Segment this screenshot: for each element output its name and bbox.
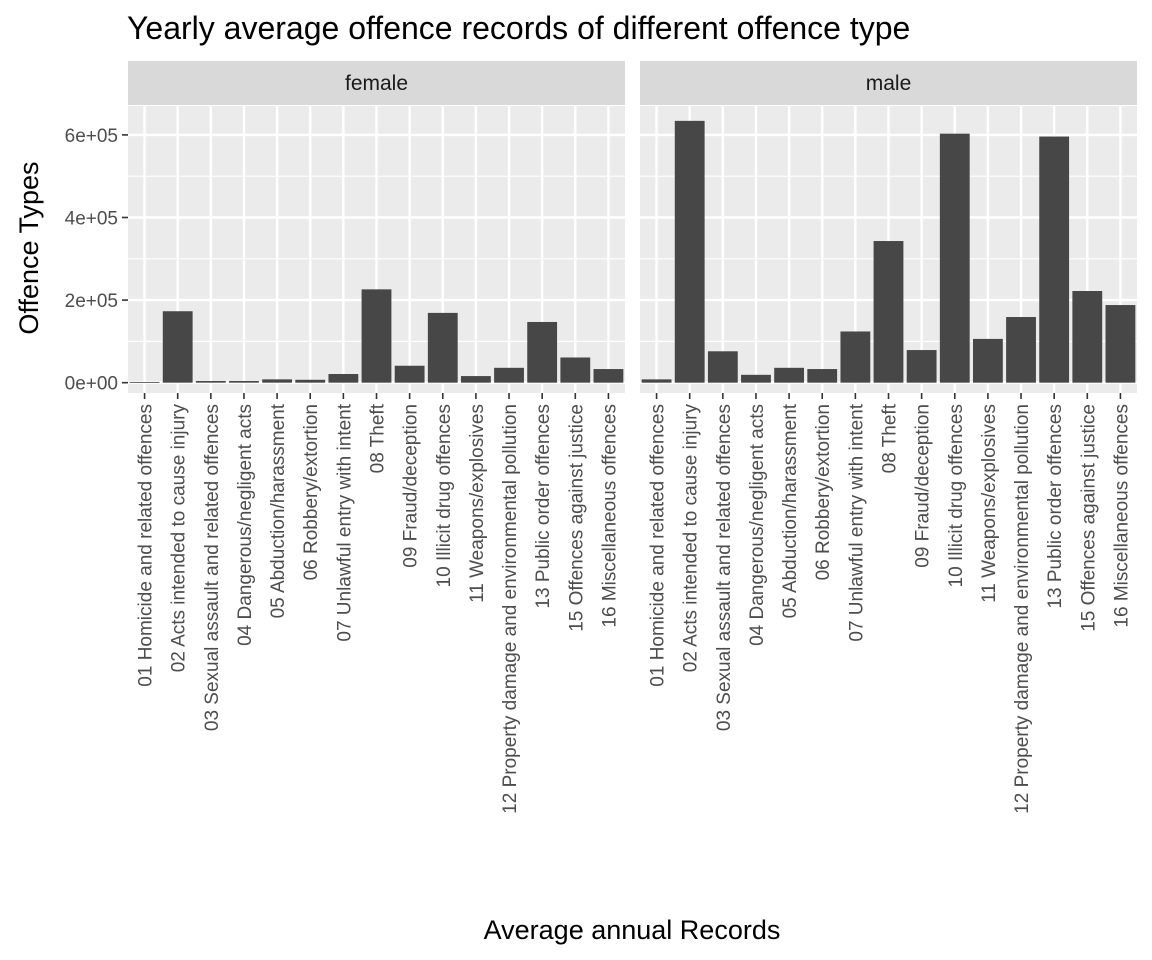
x-tick-label: 02 Acts intended to cause injury	[169, 404, 190, 673]
x-tick-label: 06 Robbery/extortion	[301, 404, 322, 580]
bar-female-5	[262, 379, 293, 383]
x-tick-label: 06 Robbery/extortion	[813, 404, 834, 580]
bar-female-13	[527, 321, 558, 383]
x-tick-label: 07 Unlawful entry with intent	[846, 403, 867, 641]
bar-male-15	[1105, 305, 1136, 383]
bar-female-6	[295, 379, 326, 383]
facet-strip	[640, 61, 1137, 105]
bar-female-2	[162, 311, 193, 383]
bar-male-12	[1006, 317, 1036, 383]
x-tick-label: 11 Weapons/explosives	[979, 404, 1000, 603]
y-tick-label: 0e+00	[65, 374, 118, 395]
bar-female-7	[328, 374, 359, 383]
bar-female-11	[460, 376, 491, 383]
x-tick-label: 13 Public order offences	[533, 404, 554, 609]
x-tick-label: 10 Illicit drug offences	[946, 404, 967, 587]
facet-panel-male: male 01 Homicide and related offences 02 A…	[640, 61, 1137, 814]
x-tick-label: 03 Sexual assault and related offences	[714, 404, 735, 731]
x-tick-label: 07 Unlawful entry with intent	[334, 403, 355, 641]
facet-panel-female: female 01 Homicide and related offences 02…	[128, 61, 625, 814]
bar-male-7	[840, 331, 871, 383]
bar-female-12	[494, 367, 524, 383]
x-tick-label: 11 Weapons/explosives	[467, 404, 488, 603]
x-tick-label: 02 Acts intended to cause injury	[681, 404, 702, 673]
bar-male-9	[906, 350, 937, 383]
x-tick-label: 12 Property damage and environmental pol…	[1012, 404, 1033, 814]
bar-male-3	[707, 351, 738, 383]
y-axis-title: Offence Types	[14, 161, 44, 334]
x-tick-label: 04 Dangerous/negligent acts	[235, 404, 256, 646]
chart-title: Yearly average offence records of differ…	[127, 10, 910, 46]
x-tick-label: 13 Public order offences	[1045, 404, 1066, 609]
bar-female-3	[195, 381, 226, 383]
y-tick-label: 6e+05	[65, 126, 118, 147]
x-tick-label: 04 Dangerous/negligent acts	[747, 404, 768, 646]
bar-female-15	[593, 369, 624, 383]
bar-female-9	[394, 365, 425, 383]
x-tick-label: 15 Offences against justice	[566, 404, 587, 632]
facet-strip	[128, 61, 625, 105]
bar-male-14	[1072, 291, 1103, 383]
x-tick-label: 05 Abduction/harassment	[780, 403, 801, 618]
x-tick-label: 08 Theft	[880, 403, 901, 473]
bar-male-4	[741, 374, 771, 383]
y-axis: 0e+00 2e+05 4e+05 6e+05	[65, 126, 128, 395]
bar-male-1	[641, 379, 672, 383]
x-tick-label: 16 Miscellaneous offences	[599, 404, 620, 628]
facet-strip-label: female	[345, 72, 408, 95]
bar-female-4	[229, 381, 259, 383]
facet-strip-label: male	[866, 72, 912, 95]
x-tick-label: 09 Fraud/deception	[913, 404, 934, 568]
bar-female-8	[361, 289, 392, 383]
y-tick-label: 2e+05	[65, 291, 118, 312]
x-tick-label: 08 Theft	[368, 403, 389, 473]
bar-female-1	[129, 382, 160, 383]
bar-male-6	[807, 369, 838, 383]
x-tick-label: 12 Property damage and environmental pol…	[500, 404, 521, 814]
y-tick-label: 4e+05	[65, 208, 118, 229]
x-tick-label: 15 Offences against justice	[1078, 404, 1099, 632]
bar-male-5	[774, 367, 805, 383]
bar-male-2	[674, 120, 705, 383]
x-tick-label: 09 Fraud/deception	[401, 404, 422, 568]
bar-male-10	[939, 133, 970, 383]
bar-female-14	[560, 357, 591, 383]
bar-male-8	[873, 241, 904, 383]
x-tick-label: 01 Homicide and related offences	[136, 404, 157, 687]
bar-male-13	[1039, 136, 1070, 383]
facet-panels: female 01 Homicide and related offences 02…	[65, 61, 1137, 814]
x-tick-label: 16 Miscellaneous offences	[1111, 404, 1132, 628]
x-tick-label: 03 Sexual assault and related offences	[202, 404, 223, 731]
x-tick-label: 10 Illicit drug offences	[434, 404, 455, 587]
x-tick-label: 01 Homicide and related offences	[648, 404, 669, 687]
x-axis-title: Average annual Records	[484, 915, 781, 945]
bar-female-10	[427, 312, 458, 383]
x-tick-label: 05 Abduction/harassment	[268, 403, 289, 618]
bar-male-11	[972, 338, 1003, 383]
